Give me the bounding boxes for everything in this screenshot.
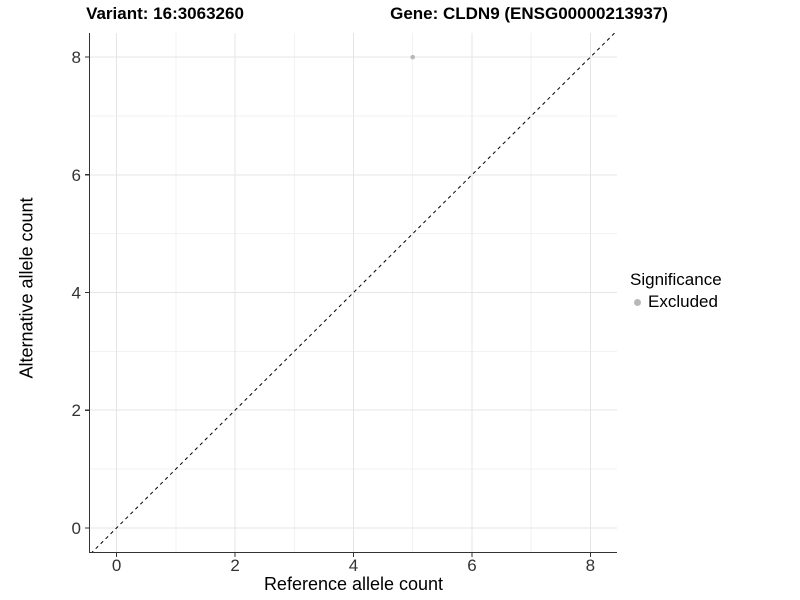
y-tick-label: 0	[72, 519, 81, 538]
x-tick-label: 2	[230, 556, 239, 575]
y-tick-label: 2	[72, 401, 81, 420]
x-tick-label: 4	[349, 556, 358, 575]
data-point	[410, 54, 416, 60]
legend-point-icon	[634, 298, 641, 306]
x-axis-title: Reference allele count	[263, 574, 444, 594]
x-tick-label: 8	[586, 556, 595, 575]
legend-item-excluded: Excluded	[630, 292, 722, 312]
identity-reference-line	[91, 33, 616, 552]
legend-title: Significance	[630, 270, 722, 289]
y-axis-title: Alternative allele count	[16, 197, 37, 379]
y-tick-label: 8	[72, 48, 81, 67]
y-tick-label: 4	[72, 284, 81, 303]
gene-title: Gene: CLDN9 (ENSG00000213937)	[390, 4, 668, 23]
y-tick-label: 6	[72, 166, 81, 185]
legend-item-label: Excluded	[648, 292, 718, 311]
variant-title: Variant: 16:3063260	[86, 4, 244, 23]
legend: Significance Excluded	[630, 270, 722, 312]
x-tick-label: 6	[467, 556, 476, 575]
x-tick-label: 0	[112, 556, 121, 575]
